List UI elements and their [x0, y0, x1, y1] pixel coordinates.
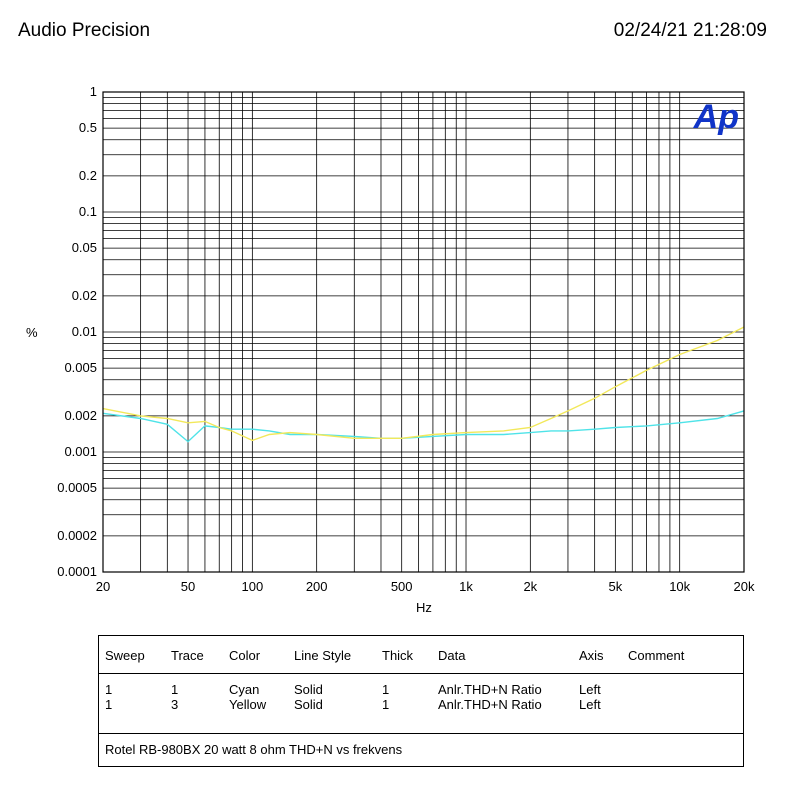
y-tick-label: 1: [90, 84, 97, 99]
y-tick-label: 0.01: [72, 324, 97, 339]
x-tick-label: 50: [181, 579, 195, 594]
legend-cell: Anlr.THD+N Ratio: [438, 682, 542, 697]
header-timestamp: 02/24/21 21:28:09: [613, 20, 767, 41]
legend-header-cell: Axis: [579, 648, 604, 663]
legend-cell: Yellow: [229, 697, 267, 712]
plot-grid: [103, 92, 744, 572]
x-tick-label: 100: [241, 579, 263, 594]
legend-header-cell: Trace: [171, 648, 204, 663]
x-tick-label: 500: [391, 579, 413, 594]
x-tick-label: 20: [96, 579, 110, 594]
legend-cell: Solid: [294, 682, 323, 697]
x-axis-label: Hz: [416, 600, 432, 615]
legend-header-cell: Thick: [382, 648, 414, 663]
y-tick-labels: 1 0.5 0.2 0.1 0.05 0.02 0.01 0.005 0.002 0.001 0.0…: [57, 84, 97, 579]
legend-header-cell: Data: [438, 648, 466, 663]
x-tick-label: 1k: [459, 579, 473, 594]
legend-cell: Left: [579, 682, 601, 697]
y-tick-label: 0.002: [64, 408, 97, 423]
x-tick-label: 2k: [523, 579, 537, 594]
y-axis-label: %: [26, 325, 38, 340]
legend-cell: Solid: [294, 697, 323, 712]
legend-cell: 3: [171, 697, 179, 712]
legend-cell: Cyan: [229, 682, 260, 697]
legend-divider: [99, 673, 743, 674]
y-tick-label: 0.2: [79, 168, 97, 183]
legend-cell: 1: [382, 682, 390, 697]
x-tick-labels: 20 50 100 200 500 1k 2k 5k 10k 20k: [96, 579, 755, 594]
x-tick-label: 200: [306, 579, 328, 594]
legend-cell: 1: [382, 697, 390, 712]
legend-divider: [99, 733, 743, 734]
y-tick-label: 0.05: [72, 240, 97, 255]
y-tick-label: 0.0001: [57, 564, 97, 579]
y-tick-label: 0.001: [64, 444, 97, 459]
thd-plot: 1 0.5 0.2 0.1 0.05 0.02 0.01 0.005 0.002 0.001 0.0…: [26, 84, 755, 615]
legend-header-cell: Comment: [628, 648, 685, 663]
x-tick-label: 10k: [669, 579, 690, 594]
ap-logo: Ap: [693, 98, 739, 136]
legend-cell: 1: [171, 682, 179, 697]
series-line-yellow: [102, 326, 745, 442]
legend-cell: 1: [105, 697, 113, 712]
legend-cell: Anlr.THD+N Ratio: [438, 697, 542, 712]
legend-header-cell: Color: [229, 648, 261, 663]
y-tick-label: 0.1: [79, 204, 97, 219]
x-tick-label: 20k: [734, 579, 755, 594]
y-tick-label: 0.02: [72, 288, 97, 303]
header-title: Audio Precision: [18, 20, 151, 41]
legend-table: Sweep Trace Color Line Style Thick Data Axis Co…: [98, 635, 744, 767]
y-tick-label: 0.005: [64, 360, 97, 375]
y-tick-label: 0.0002: [57, 528, 97, 543]
legend-header-cell: Sweep: [105, 648, 145, 663]
legend-cell: 1: [105, 682, 113, 697]
y-tick-label: 0.0005: [57, 480, 97, 495]
legend-cell: Left: [579, 697, 601, 712]
plot-frame: [102, 91, 745, 573]
legend-caption: Rotel RB-980BX 20 watt 8 ohm THD+N vs fr…: [105, 742, 403, 757]
plot-series: [102, 326, 745, 443]
x-tick-label: 5k: [608, 579, 622, 594]
y-tick-label: 0.5: [79, 120, 97, 135]
legend-header-cell: Line Style: [294, 648, 352, 663]
